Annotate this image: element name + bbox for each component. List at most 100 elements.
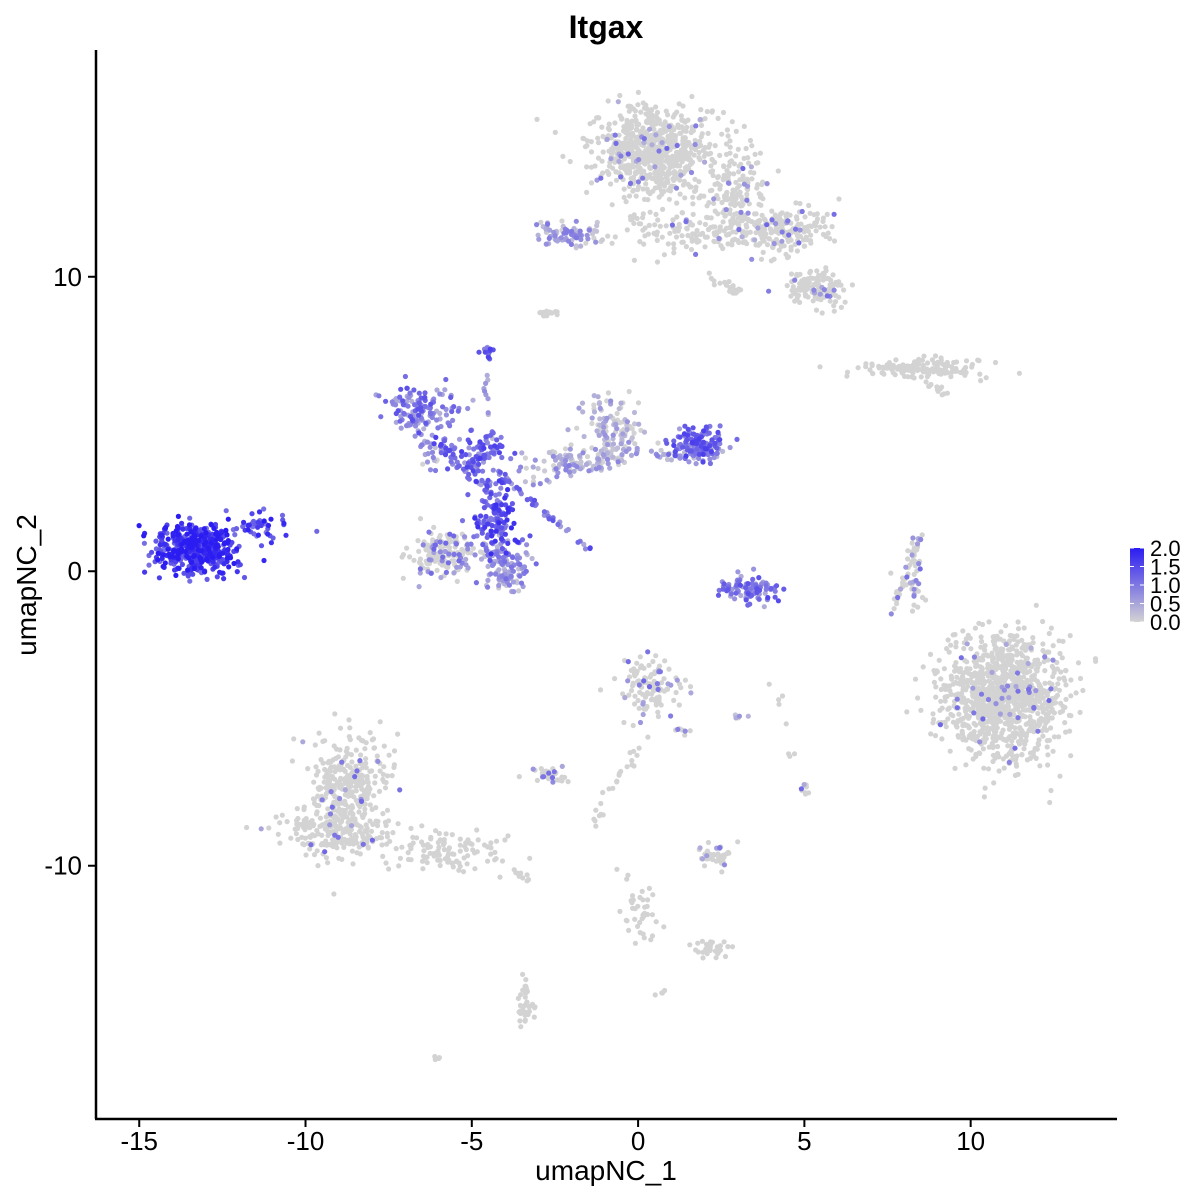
cell-point (395, 731, 401, 737)
cell-point (554, 474, 560, 480)
cell-point (601, 424, 607, 430)
cell-point (422, 390, 428, 396)
cell-point (652, 185, 658, 191)
cell-point (669, 158, 675, 164)
cell-point (628, 898, 634, 904)
cell-point (655, 440, 661, 446)
cell-point (541, 458, 547, 464)
cell-point (1044, 744, 1050, 750)
cell-point (694, 446, 700, 452)
cell-point (734, 210, 740, 217)
cell-point (941, 666, 948, 672)
cell-point (319, 822, 326, 828)
cell-point (776, 697, 782, 703)
cell-point (1033, 602, 1039, 608)
cell-point (827, 236, 833, 242)
cell-point (688, 169, 695, 176)
cell-point (1021, 669, 1027, 675)
cell-point (740, 229, 747, 235)
cell-point (1049, 681, 1055, 688)
cell-point (331, 891, 337, 897)
cell-point (427, 444, 433, 450)
cell-point (439, 562, 445, 568)
cell-point (362, 810, 368, 817)
cell-point (671, 245, 677, 251)
cell-point (568, 442, 574, 448)
cell-point (484, 547, 490, 554)
cell-point (575, 539, 581, 545)
cell-point (325, 806, 331, 812)
cell-point (621, 719, 627, 726)
cell-point (705, 130, 711, 136)
cell-point (701, 863, 708, 869)
cell-point (938, 676, 944, 682)
cell-point (624, 426, 630, 433)
cell-point (646, 146, 652, 153)
cell-point (1049, 663, 1055, 669)
cell-point (841, 287, 847, 293)
cell-point (485, 584, 491, 590)
cell-point (637, 894, 643, 901)
cell-point (670, 217, 676, 223)
cell-point (338, 819, 344, 826)
cell-point (981, 652, 987, 659)
cell-point (639, 888, 645, 895)
cell-point (424, 560, 430, 567)
cell-point (731, 199, 738, 206)
cell-point (764, 242, 771, 248)
cell-point (456, 552, 462, 558)
cell-point (493, 856, 499, 862)
cell-point (640, 691, 646, 697)
cell-point (600, 812, 606, 818)
cell-point (523, 465, 529, 471)
cell-point (408, 825, 414, 832)
cell-point (384, 807, 391, 813)
cell-point (743, 145, 749, 152)
cell-point (1001, 765, 1007, 771)
cell-point (904, 574, 910, 580)
cell-point (773, 221, 779, 227)
cell-point (680, 182, 687, 188)
cell-point (619, 452, 625, 458)
cell-point (985, 766, 992, 772)
cell-point (824, 211, 830, 217)
cell-point (788, 271, 795, 277)
cell-point (630, 905, 636, 911)
cell-point (435, 425, 441, 431)
cell-point (654, 259, 661, 265)
cell-point (502, 837, 508, 843)
cell-point (502, 559, 508, 565)
cell-point (529, 1001, 536, 1008)
cell-point (353, 784, 359, 790)
cell-point (666, 666, 672, 672)
cell-point (705, 839, 712, 846)
cell-point (669, 222, 676, 228)
cell-point (657, 669, 664, 675)
cell-point (567, 158, 573, 165)
cell-point (827, 298, 833, 304)
cell-point (687, 157, 694, 163)
cell-point (928, 381, 934, 388)
cell-point (586, 227, 592, 233)
cell-point (716, 235, 722, 242)
cell-point (783, 213, 789, 219)
cell-point (717, 845, 723, 851)
cell-point (335, 834, 341, 840)
cell-point (349, 823, 355, 829)
cell-point (908, 367, 914, 373)
cell-point (708, 275, 714, 281)
cell-point (930, 711, 936, 717)
cell-point (646, 662, 652, 668)
cell-point (630, 188, 636, 194)
cell-point (738, 287, 744, 293)
cell-point (416, 390, 422, 396)
cell-point (637, 930, 643, 936)
cell-point (786, 751, 792, 757)
cell-point (434, 852, 440, 858)
cell-point (1028, 645, 1034, 651)
cell-point (1018, 733, 1024, 739)
cell-point (597, 405, 603, 411)
cell-point (975, 706, 982, 712)
cell-point (367, 730, 373, 736)
cell-point (660, 206, 666, 212)
